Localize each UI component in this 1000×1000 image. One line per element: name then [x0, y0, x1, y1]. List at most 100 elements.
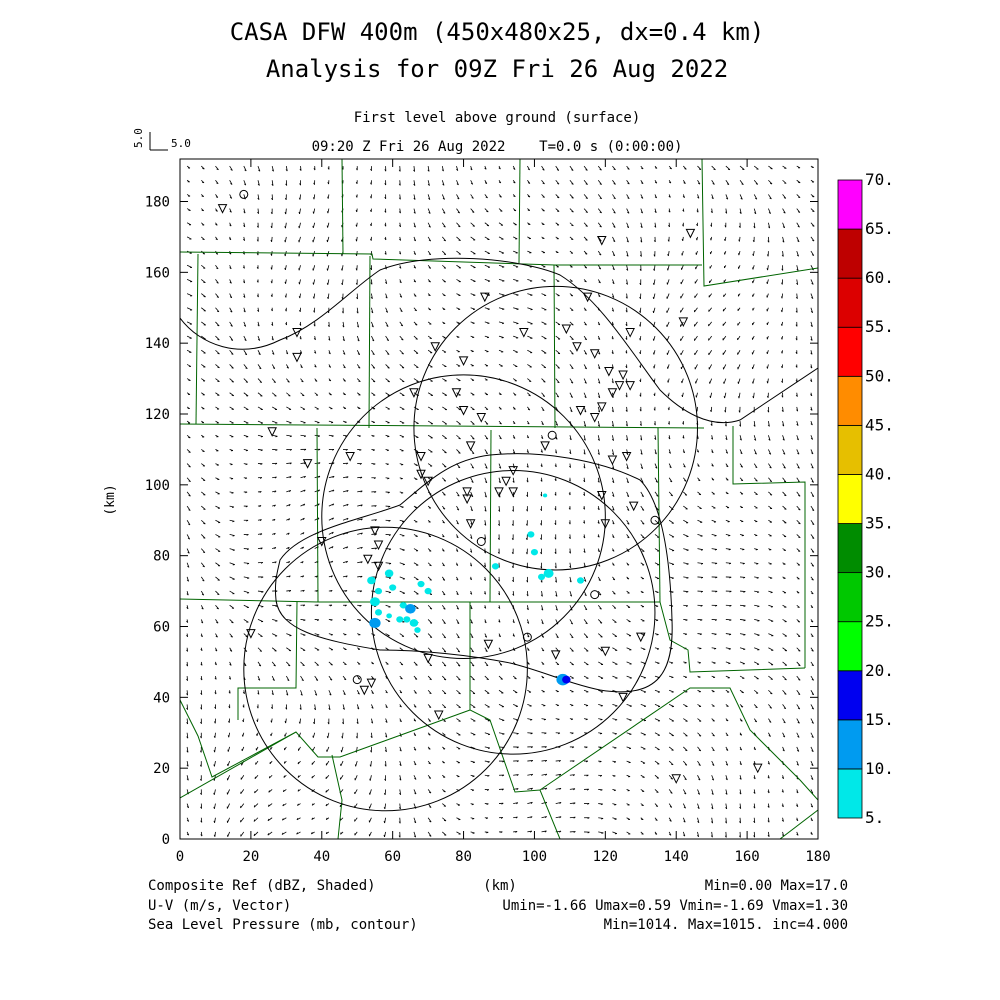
wind-vector-head [570, 396, 573, 398]
wind-vector [668, 519, 674, 524]
wind-vector-head [341, 225, 343, 228]
wind-vector [484, 689, 490, 694]
wind-vector [768, 619, 774, 622]
wind-vector [711, 775, 715, 781]
wind-vector [215, 349, 220, 355]
wind-vector [796, 279, 799, 285]
wind-vector-head [739, 777, 742, 780]
wind-vector-head [597, 452, 600, 455]
wind-vector [370, 761, 372, 767]
wind-vector-head [202, 579, 205, 582]
wind-vector-head [469, 578, 472, 581]
wind-vector-head [456, 508, 460, 511]
wind-vector-head [599, 608, 602, 610]
wind-vector-head [811, 707, 814, 710]
wind-vector-head [318, 448, 321, 451]
wind-vector-head [527, 196, 531, 198]
wind-vector-head [385, 310, 388, 313]
colorbar-label: 10. [865, 759, 894, 778]
wind-vector [384, 817, 386, 824]
wind-vector [456, 689, 461, 695]
wind-vector-head [187, 537, 190, 540]
wind-vector [697, 548, 703, 551]
wind-vector-head [768, 735, 771, 737]
wind-vector [342, 546, 348, 549]
wind-vector-head [652, 282, 655, 285]
wind-vector [484, 293, 491, 296]
wind-vector [215, 548, 221, 552]
wind-vector-head [611, 424, 614, 427]
wind-vector-head [729, 590, 732, 593]
wind-vector-head [784, 693, 787, 695]
wind-vector-head [270, 720, 272, 723]
station-circle [650, 515, 660, 525]
wind-vector-head [542, 663, 545, 665]
wind-vector-head [613, 226, 616, 228]
wind-vector [341, 265, 344, 271]
wind-vector-head [471, 803, 474, 806]
wind-vector-head [810, 394, 813, 397]
wind-vector [243, 576, 250, 579]
wind-vector-head [483, 565, 486, 568]
wind-vector-head [626, 268, 629, 271]
wind-vector-head [753, 806, 756, 809]
wind-vector [527, 307, 533, 310]
wind-vector-head [743, 634, 746, 636]
wind-vector [427, 180, 430, 186]
wind-vector-head [215, 210, 218, 212]
wind-vector-head [569, 580, 572, 583]
wind-vector-head [400, 324, 403, 327]
wind-vector-head [684, 662, 687, 664]
wind-vector-head [199, 764, 202, 767]
wind-vector-head [331, 546, 334, 549]
wind-vector-head [259, 381, 262, 383]
wind-vector [442, 689, 447, 695]
wind-vector [484, 264, 491, 268]
wind-vector [456, 236, 461, 241]
wind-vector-head [798, 664, 801, 667]
station-triangle [458, 405, 469, 416]
wind-vector-head [584, 608, 588, 611]
reflectivity-echo [576, 577, 585, 584]
colorbar-label: 15. [865, 710, 894, 729]
wind-vector-head [288, 664, 291, 667]
wind-vector-head [428, 762, 431, 765]
wind-vector-head [414, 792, 417, 795]
wind-vector [470, 449, 475, 454]
wind-vector-head [443, 253, 446, 255]
wind-vector [653, 293, 656, 299]
wind-vector [298, 222, 301, 229]
wind-vector-head [585, 636, 588, 638]
wind-vector-head [186, 707, 188, 710]
wind-vector-head [471, 495, 474, 498]
wind-vector-head [257, 183, 260, 186]
reflectivity-echo [424, 587, 432, 595]
wind-vector-head [598, 410, 600, 413]
wind-vector [626, 279, 628, 285]
wind-vector-head [286, 693, 289, 696]
wind-vector-head [441, 169, 444, 172]
wind-vector [399, 633, 405, 637]
wind-vector [215, 307, 220, 313]
wind-vector-head [371, 692, 374, 694]
wind-vector-head [470, 607, 473, 610]
wind-vector [683, 562, 689, 565]
composite-reflectivity-echoes [367, 493, 585, 686]
wind-vector-head [472, 664, 475, 667]
wind-vector-head [200, 692, 203, 695]
wind-vector-head [683, 820, 686, 823]
wind-vector [286, 434, 292, 437]
wind-vector-head [288, 575, 291, 578]
wind-vector-head [229, 663, 232, 666]
wind-vector-head [639, 254, 642, 257]
wind-vector-head [544, 746, 547, 749]
wind-vector-head [625, 424, 628, 427]
wind-vector-head [513, 195, 516, 197]
wind-vector-head [342, 722, 344, 725]
wind-vector-head [781, 351, 783, 354]
wind-vector [257, 180, 260, 186]
wind-vector-head [231, 367, 234, 369]
wind-vector-head [442, 508, 446, 510]
wind-vector-head [587, 817, 590, 820]
wind-vector-head [216, 310, 220, 313]
